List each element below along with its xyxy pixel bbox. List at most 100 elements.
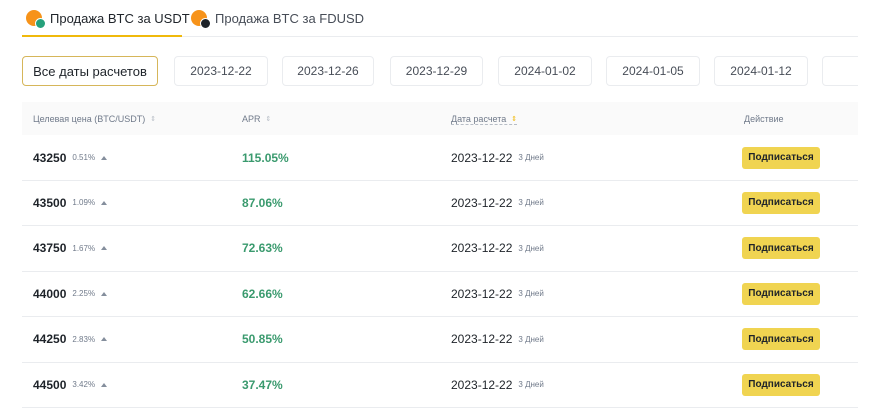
date-cell: 2023-12-22 3 Дней [451, 226, 544, 271]
up-arrow [101, 246, 108, 251]
subscribe-button[interactable]: Подписаться [742, 146, 820, 169]
header-text: Дата расчета [451, 114, 507, 124]
price-cell: 44250 2.83% [33, 317, 108, 362]
apr-value: 37.47% [242, 377, 283, 392]
header-cell: Действие [744, 114, 784, 124]
price-change: 0.51% [72, 153, 96, 162]
action-cell: Подписаться [742, 317, 820, 362]
apr-cell: 115.05% [242, 135, 289, 180]
price-change: 1.09% [72, 198, 96, 208]
target-price: 44250 [33, 332, 67, 347]
apr-value: 115.05% [242, 150, 289, 165]
date-filter-button[interactable]: 2023-12-26 [282, 56, 374, 86]
settlement-date: 2023-12-22 [451, 150, 513, 165]
action-cell: Подписаться [742, 135, 820, 180]
action-cell: Подписаться [742, 226, 820, 271]
header-cell[interactable]: Дата расчета ⇕ [451, 114, 518, 125]
date-filter-button[interactable]: 2023-12-22 [174, 56, 268, 86]
target-price: 43250 [33, 150, 67, 165]
subscribe-button[interactable]: Подписаться [742, 282, 820, 305]
price-change: 2.25% [72, 289, 96, 299]
apr-value: 62.66% [242, 286, 283, 301]
action-cell: Подписаться [742, 271, 820, 316]
header-text: Действие [744, 114, 784, 124]
apr-value: 72.63% [242, 241, 283, 256]
days-left: 3 Дней [518, 198, 544, 208]
apr-cell: 87.06% [242, 180, 283, 225]
date-filter-button[interactable]: 202 [822, 56, 858, 86]
settlement-date: 2023-12-22 [451, 286, 513, 301]
btc-icon [26, 10, 46, 29]
date-filter-button[interactable]: 2024-01-12 [714, 56, 808, 86]
apr-value: 50.85% [242, 332, 283, 347]
target-price: 44000 [33, 286, 67, 301]
action-cell: Подписаться [742, 180, 820, 225]
settlement-date: 2023-12-22 [451, 377, 513, 392]
apr-cell: 37.47% [242, 362, 283, 407]
table-header: Целевая цена (BTC/USDT) ⇕ APR ⇕ Дата расче… [22, 102, 858, 135]
price-cell: 43250 0.51% [33, 135, 108, 180]
date-cell: 2023-12-22 3 Дней [451, 135, 544, 180]
target-price: 43750 [33, 241, 67, 256]
header-text: Целевая цена (BTC/USDT) [33, 114, 146, 124]
tab-label: Продажа BTC за USDT [50, 10, 190, 26]
table-row: 43250 0.51% 115.05% 2023-12-22 3 Дней Подписа… [22, 135, 858, 181]
table-row: 44500 3.42% 37.47% 2023-12-22 3 Дней Подписат… [22, 362, 858, 408]
days-left: 3 Дней [518, 243, 544, 253]
price-change: 1.67% [72, 243, 96, 253]
up-arrow [101, 291, 108, 296]
date-cell: 2023-12-22 3 Дней [451, 180, 544, 225]
tab-label: Продажа BTC за FDUSD [215, 10, 365, 26]
settlement-date: 2023-12-22 [451, 332, 513, 347]
header-cell[interactable]: APR ⇕ [242, 114, 271, 124]
days-left: 3 Дней [518, 153, 544, 162]
sort-icon: ⇕ [265, 116, 272, 123]
price-cell: 43750 1.67% [33, 226, 108, 271]
subscribe-button[interactable]: Подписаться [742, 237, 820, 260]
action-cell: Подписаться [742, 362, 820, 407]
table-row: 44000 2.25% 62.66% 2023-12-22 3 Дней Подписат… [22, 271, 858, 318]
tab-underline [22, 35, 182, 37]
date-cell: 2023-12-22 3 Дней [451, 271, 544, 316]
subscribe-button[interactable]: Подписаться [742, 328, 820, 351]
btc-icon [191, 10, 211, 29]
up-arrow [101, 155, 108, 160]
date-cell: 2023-12-22 3 Дней [451, 317, 544, 362]
date-filter-button[interactable]: 2024-01-02 [498, 56, 592, 86]
apr-value: 87.06% [242, 195, 283, 210]
up-arrow [101, 382, 108, 387]
price-cell: 44000 2.25% [33, 271, 108, 316]
date-cell: 2023-12-22 3 Дней [451, 362, 544, 407]
up-arrow [101, 200, 108, 205]
apr-cell: 62.66% [242, 271, 283, 316]
apr-cell: 72.63% [242, 226, 283, 271]
up-arrow [101, 337, 108, 342]
date-filter-button[interactable]: 2024-01-05 [606, 56, 700, 86]
table-row: 43750 1.67% 72.63% 2023-12-22 3 Дней Подписат… [22, 226, 858, 272]
subscribe-button[interactable]: Подписаться [742, 191, 820, 214]
table-row: 43500 1.09% 87.06% 2023-12-22 3 Дней Подписат… [22, 180, 858, 227]
price-change: 3.42% [72, 380, 96, 389]
price-cell: 44500 3.42% [33, 362, 108, 407]
days-left: 3 Дней [518, 380, 544, 389]
target-price: 44500 [33, 377, 67, 392]
header-cell[interactable]: Целевая цена (BTC/USDT) ⇕ [33, 114, 156, 124]
target-price: 43500 [33, 195, 67, 210]
table-row: 44250 2.83% 50.85% 2023-12-22 3 Дней Подписат… [22, 317, 858, 363]
settlement-date: 2023-12-22 [451, 241, 513, 256]
tab-usdt[interactable]: Продажа BTC за USDT [26, 8, 190, 29]
price-change: 2.83% [72, 334, 96, 344]
date-filters: Все даты расчетов 2023-12-22 2023-12-26 202… [22, 56, 858, 86]
date-filter-button[interactable]: Все даты расчетов [22, 56, 158, 86]
sort-icon: ⇕ [511, 116, 518, 123]
tab-fdusd[interactable]: Продажа BTC за FDUSD [191, 8, 365, 29]
subscribe-button[interactable]: Подписаться [742, 373, 820, 396]
header-text: APR [242, 114, 261, 124]
apr-cell: 50.85% [242, 317, 283, 362]
date-filter-button[interactable]: 2023-12-29 [390, 56, 483, 86]
sort-icon: ⇕ [150, 116, 157, 123]
settlement-date: 2023-12-22 [451, 195, 513, 210]
days-left: 3 Дней [518, 334, 544, 344]
days-left: 3 Дней [518, 289, 544, 299]
